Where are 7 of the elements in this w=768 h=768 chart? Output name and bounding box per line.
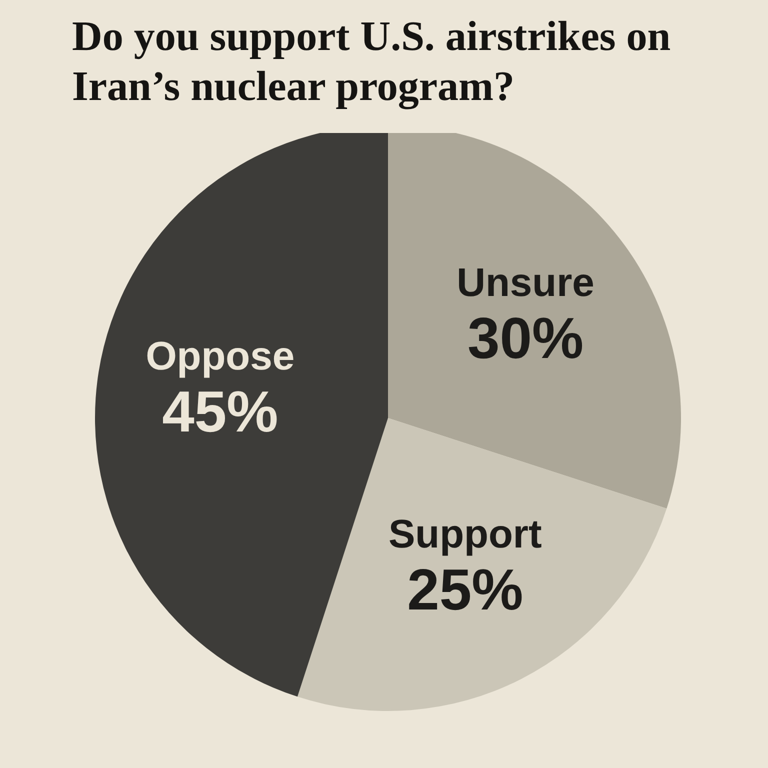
chart-title: Do you support U.S. airstrikes on Iran’s nuclear program?: [72, 13, 672, 112]
slice-label: Oppose: [146, 334, 295, 378]
slice-label: Unsure: [456, 261, 594, 306]
data-label: 45%: [162, 379, 278, 444]
data-label: 25%: [407, 557, 524, 622]
slice-label: Support: [388, 512, 542, 556]
data-label: 30%: [467, 306, 584, 372]
